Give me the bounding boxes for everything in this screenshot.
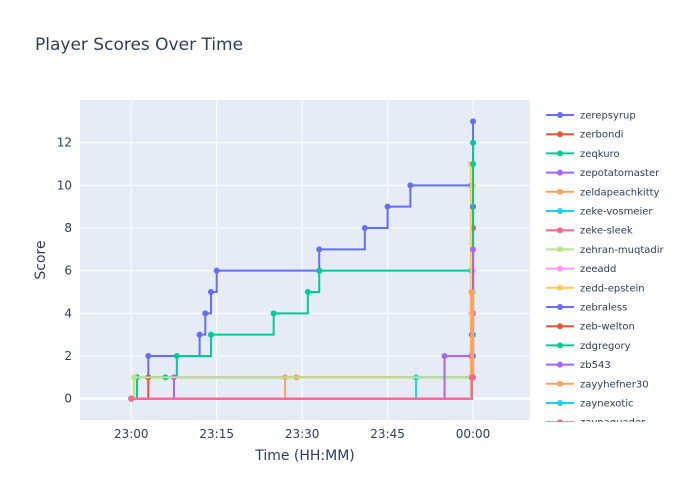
y-tick-label: 8 bbox=[64, 221, 72, 235]
legend-swatch-marker bbox=[557, 380, 563, 387]
legend-label: zb543 bbox=[580, 360, 611, 371]
y-tick-label: 4 bbox=[64, 306, 72, 320]
data-point bbox=[470, 118, 477, 125]
data-point bbox=[361, 225, 368, 231]
y-tick-label: 6 bbox=[64, 264, 72, 278]
data-point bbox=[270, 310, 277, 317]
legend-swatch-marker bbox=[557, 227, 563, 234]
data-point bbox=[407, 182, 414, 189]
legend-swatch-marker bbox=[557, 131, 563, 138]
legend-item-zaynaquader[interactable]: zaynaquader bbox=[546, 418, 646, 429]
legend-label: zaynaquader bbox=[580, 418, 646, 429]
legend-label: zebraless bbox=[580, 303, 627, 314]
x-tick-label: 23:00 bbox=[114, 427, 149, 441]
legend-swatch-marker bbox=[557, 304, 563, 310]
y-tick-label: 2 bbox=[64, 349, 72, 363]
legend-item-zeeadd[interactable]: zeeadd bbox=[546, 264, 616, 275]
data-point bbox=[202, 310, 209, 317]
legend-item-zb543[interactable]: zb543 bbox=[546, 360, 611, 371]
data-point bbox=[128, 395, 135, 402]
data-point bbox=[316, 246, 323, 253]
series-layer bbox=[128, 118, 477, 402]
data-point bbox=[145, 353, 152, 359]
x-tick-label: 23:30 bbox=[285, 427, 320, 441]
x-tick-label: 23:45 bbox=[370, 427, 405, 441]
legend-swatch-marker bbox=[557, 342, 563, 349]
legend-item-zeke-vosmeier[interactable]: zeke-vosmeier bbox=[546, 207, 653, 218]
data-point bbox=[384, 203, 391, 210]
legend-label: zeeadd bbox=[580, 264, 616, 275]
legend-swatch-marker bbox=[557, 246, 563, 253]
legend-item-zeldapeachkitty[interactable]: zeldapeachkitty bbox=[546, 187, 660, 198]
data-point bbox=[208, 331, 215, 338]
legend-label: zdgregory bbox=[580, 341, 631, 352]
legend-label: zeldapeachkitty bbox=[580, 187, 660, 198]
legend-label: zedd-epstein bbox=[580, 283, 645, 294]
legend[interactable]: zerepsyrup zerbondi zeqkuro zepotatomaster z… bbox=[546, 111, 665, 429]
legend-item-zeb-welton[interactable]: zeb-welton bbox=[546, 322, 635, 333]
legend-swatch-marker bbox=[557, 150, 563, 157]
legend-swatch-marker bbox=[557, 361, 563, 368]
y-axis-title: Score bbox=[33, 240, 49, 279]
data-point bbox=[441, 353, 448, 359]
data-point bbox=[470, 246, 477, 253]
legend-swatch-marker bbox=[557, 188, 563, 195]
plot-area bbox=[80, 100, 530, 420]
legend-item-zayyhefner30[interactable]: zayyhefner30 bbox=[546, 379, 649, 390]
y-tick-label: 0 bbox=[64, 392, 72, 406]
y-tick-label: 12 bbox=[57, 136, 72, 150]
legend-swatch-marker bbox=[557, 284, 563, 291]
series-zaynaquader bbox=[128, 374, 477, 402]
data-point bbox=[468, 289, 475, 295]
data-point bbox=[470, 139, 477, 146]
data-point bbox=[173, 353, 180, 359]
legend-item-zehran-muqtadir[interactable]: zehran-muqtadir bbox=[546, 245, 665, 256]
legend-label: zeke-sleek bbox=[580, 226, 633, 237]
legend-swatch-marker bbox=[557, 400, 563, 406]
x-axis-title: Time (HH:MM) bbox=[254, 448, 355, 464]
legend-label: zerbondi bbox=[580, 130, 623, 141]
legend-swatch-marker bbox=[557, 265, 563, 272]
tick-labels: 23:00 23:15 23:30 23:45 00:00 0 2 4 6 8 10 12 bbox=[57, 136, 491, 441]
legend-label: zerepsyrup bbox=[580, 111, 636, 122]
legend-item-zeqkuro[interactable]: zeqkuro bbox=[546, 149, 620, 160]
data-point bbox=[131, 374, 138, 381]
legend-swatch-marker bbox=[557, 169, 563, 176]
legend-item-zeke-sleek[interactable]: zeke-sleek bbox=[546, 226, 633, 237]
y-tick-label: 10 bbox=[57, 178, 72, 192]
legend-label: zeb-welton bbox=[580, 322, 635, 333]
legend-label: zaynexotic bbox=[580, 399, 634, 410]
data-point bbox=[208, 289, 215, 295]
legend-item-zerbondi[interactable]: zerbondi bbox=[546, 130, 623, 141]
data-point bbox=[316, 267, 323, 274]
legend-label: zeqkuro bbox=[580, 149, 620, 160]
legend-swatch-marker bbox=[557, 208, 563, 214]
data-point bbox=[470, 161, 477, 167]
legend-item-zaynexotic[interactable]: zaynexotic bbox=[546, 399, 634, 410]
legend-item-zedd-epstein[interactable]: zedd-epstein bbox=[546, 283, 645, 294]
chart-title: Player Scores Over Time bbox=[35, 35, 243, 55]
legend-label: zehran-muqtadir bbox=[580, 245, 665, 256]
legend-label: zayyhefner30 bbox=[580, 379, 649, 390]
legend-label: zeke-vosmeier bbox=[580, 207, 653, 218]
x-tick-label: 00:00 bbox=[456, 427, 491, 441]
x-tick-label: 23:15 bbox=[199, 427, 234, 441]
legend-swatch-marker bbox=[557, 419, 563, 422]
data-point bbox=[304, 289, 311, 295]
legend-item-zdgregory[interactable]: zdgregory bbox=[546, 341, 631, 352]
legend-label: zepotatomaster bbox=[580, 168, 660, 179]
legend-swatch-marker bbox=[557, 323, 563, 330]
legend-swatch-marker bbox=[557, 112, 563, 118]
legend-item-zerepsyrup[interactable]: zerepsyrup bbox=[546, 111, 636, 122]
legend-item-zepotatomaster[interactable]: zepotatomaster bbox=[546, 168, 660, 179]
data-point bbox=[196, 331, 203, 338]
data-point bbox=[470, 374, 477, 381]
data-point bbox=[213, 267, 220, 274]
legend-item-zebraless[interactable]: zebraless bbox=[546, 303, 627, 314]
